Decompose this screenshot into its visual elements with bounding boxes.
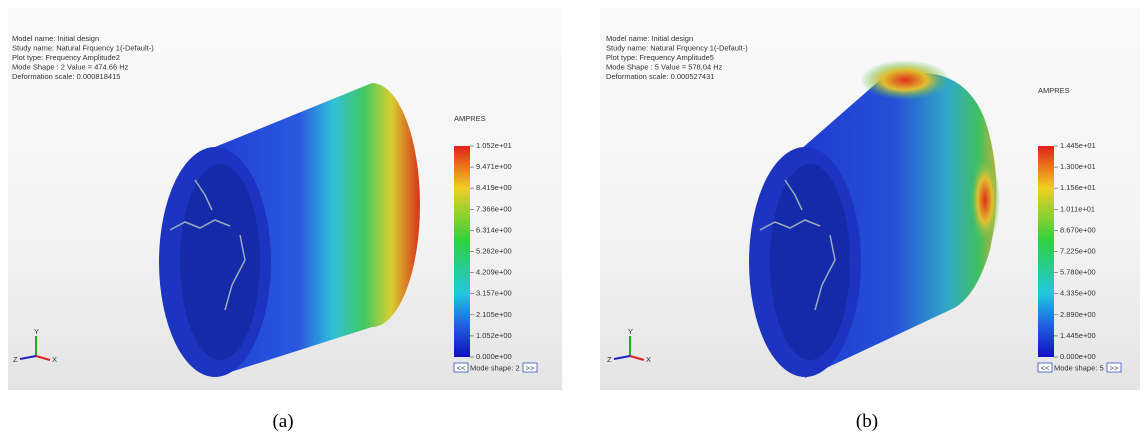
info-line: Mode Shape : 2 Value = 474.66 Hz [12,63,129,72]
triad-label: Z [607,355,612,364]
info-line: Deformation scale: 0.000818415 [12,72,120,81]
tick-label: 1.052e+00 [476,331,512,340]
tick-label: 2.105e+00 [476,310,512,319]
tick-label: 4.335e+00 [1060,289,1096,298]
tick-label: 0.000e+00 [1060,352,1096,361]
triad-label: X [646,355,651,364]
color-bar [1038,146,1054,357]
nav-prev: << [457,364,466,373]
tick-label: 1.156e+01 [1060,183,1096,192]
legend-title: AMPRES [454,114,486,123]
tick-label: 1.445e+01 [1060,141,1096,150]
triad-label: Y [34,327,39,336]
info-line: Study name: Natural Frquency 1(-Default-… [606,44,748,53]
tick-label: 5.262e+00 [476,246,512,255]
tick-label: 7.225e+00 [1060,246,1096,255]
tick-label: 1.011e+01 [1060,204,1095,213]
tick-label: 1.052e+01 [476,141,512,150]
triad-label: Y [628,327,633,336]
tick-label: 6.314e+00 [476,225,512,234]
color-bar [454,146,470,357]
tick-label: 1.300e+01 [1060,162,1096,171]
tick-label: 9.471e+00 [476,162,512,171]
tick-label: 8.670e+00 [1060,225,1096,234]
info-line: Plot type: Frequency Amplitude5 [606,53,714,62]
tick-label: 8.419e+00 [476,183,512,192]
info-line: Plot type: Frequency Amplitude2 [12,53,120,62]
tick-label: 7.366e+00 [476,204,512,213]
nav-label: Mode shape: 5 [1054,364,1104,373]
nav-label: Mode shape: 2 [470,364,520,373]
caption: (b) [856,411,878,432]
tick-label: 5.780e+00 [1060,268,1096,277]
triad-label: X [52,355,57,364]
triad-label: Z [13,355,18,364]
nav-prev: << [1041,364,1050,373]
caption: (a) [272,411,293,432]
tick-label: 0.000e+00 [476,352,512,361]
info-line: Mode Shape : 5 Value = 578.04 Hz [606,63,723,72]
legend-title: AMPRES [1038,86,1070,95]
tick-label: 4.209e+00 [476,268,512,277]
info-line: Deformation scale: 0.000527431 [606,72,714,81]
nav-next: >> [526,364,535,373]
nav-next: >> [1110,364,1119,373]
info-line: Model name: Initial design [606,34,693,43]
info-line: Study name: Natural Frquency 1(-Default-… [12,44,154,53]
tick-label: 1.445e+00 [1060,331,1096,340]
tick-label: 2.890e+00 [1060,310,1096,319]
figure: Model name: Initial designStudy name: Na… [0,0,1145,439]
info-line: Model name: Initial design [12,34,99,43]
tick-label: 3.157e+00 [476,289,512,298]
